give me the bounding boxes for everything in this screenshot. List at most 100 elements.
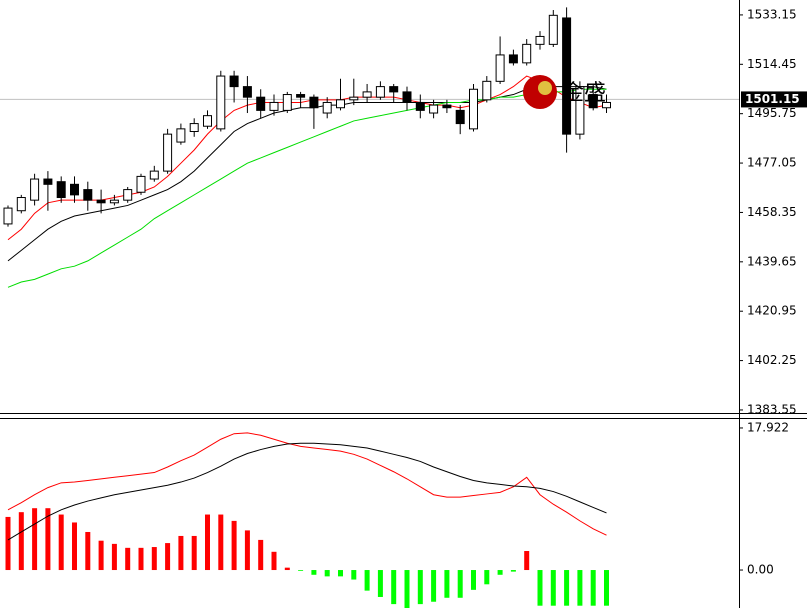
- histogram-bar: [550, 570, 556, 606]
- histogram-bar: [364, 570, 370, 591]
- histogram-bar: [417, 570, 423, 605]
- histogram-bar: [72, 522, 77, 571]
- candle-body: [242, 86, 252, 98]
- histogram-bar: [231, 520, 237, 571]
- histogram-bar: [85, 531, 91, 571]
- candle-body: [415, 101, 425, 111]
- histogram-bar: [471, 570, 476, 590]
- candle-body: [3, 207, 13, 225]
- histogram-bar: [351, 570, 357, 580]
- histogram-bar: [58, 514, 64, 571]
- histogram-bar: [191, 535, 197, 571]
- candle-body: [216, 75, 226, 130]
- candle-body: [229, 75, 239, 88]
- y-tick-label: 1495.75: [747, 106, 797, 120]
- y-tick-label: 1514.45: [747, 57, 797, 71]
- candle-body: [269, 101, 279, 111]
- candle-body: [136, 175, 146, 193]
- histogram-bar: [324, 570, 330, 577]
- candle-body: [56, 181, 66, 199]
- histogram-bar: [564, 570, 570, 606]
- histogram-bar: [311, 570, 317, 575]
- histogram-bar: [165, 543, 171, 571]
- candle-body: [429, 104, 439, 114]
- line-series: [7, 432, 607, 536]
- candle-body: [309, 96, 319, 109]
- histogram-bar: [404, 570, 410, 608]
- candle-body: [30, 178, 40, 201]
- candle-body: [336, 99, 345, 109]
- candle-body: [296, 94, 306, 98]
- histogram-bar: [604, 570, 609, 606]
- last-price-box: [741, 91, 807, 108]
- histogram-bar: [98, 540, 104, 571]
- histogram-bar: [577, 570, 583, 606]
- candle-body: [43, 178, 53, 185]
- histogram-bar: [111, 543, 117, 571]
- candle-body: [375, 86, 385, 98]
- candle-body: [16, 197, 26, 212]
- candle-body: [522, 43, 532, 64]
- candle-body: [176, 128, 186, 143]
- histogram-bar: [205, 514, 210, 571]
- y-tick-label: 1458.35: [747, 205, 797, 219]
- candle-body: [109, 199, 119, 204]
- histogram-bar: [484, 570, 490, 585]
- histogram-bar: [431, 570, 437, 602]
- histogram-bar: [32, 508, 38, 571]
- candle-body: [455, 109, 465, 125]
- candle-body: [588, 94, 598, 109]
- histogram-bar: [590, 570, 596, 606]
- candle-body: [508, 54, 518, 64]
- histogram-bar: [284, 567, 290, 571]
- histogram-bar: [5, 516, 11, 571]
- last-price-label: 1501.15: [745, 92, 800, 106]
- line-series: [7, 75, 607, 241]
- candle-body: [389, 86, 399, 93]
- candle-body: [256, 96, 266, 111]
- candle-body: [562, 17, 572, 135]
- watermark: 金盛: [562, 81, 606, 106]
- histogram-bar: [218, 514, 224, 571]
- candle-body: [282, 94, 292, 111]
- line-series: [7, 442, 607, 541]
- histogram-bar: [138, 547, 144, 571]
- y-tick-label: 1402.25: [747, 353, 797, 367]
- histogram-bar: [338, 570, 343, 577]
- y-tick-label: 0.00: [747, 563, 774, 577]
- histogram-bar: [510, 570, 516, 572]
- candle-body: [548, 14, 558, 45]
- candle-body: [123, 189, 133, 201]
- candle-body: [322, 101, 332, 114]
- histogram-bar: [178, 535, 184, 571]
- candle-body: [575, 86, 585, 135]
- histogram-bar: [524, 551, 530, 571]
- candle-body: [163, 133, 173, 172]
- watermark-logo: [538, 81, 552, 95]
- candle-body: [70, 183, 79, 196]
- line-series: [7, 86, 607, 262]
- histogram-bar: [444, 570, 450, 598]
- candle-body: [83, 189, 93, 201]
- candle-body: [442, 104, 452, 109]
- histogram-bar: [298, 570, 304, 571]
- histogram-bar: [125, 547, 131, 571]
- histogram-bar: [244, 530, 250, 571]
- y-tick-label: 1439.65: [747, 254, 797, 268]
- candle-body: [189, 123, 199, 133]
- histogram-bar: [18, 512, 24, 571]
- histogram-bar: [457, 570, 463, 598]
- candle-body: [482, 80, 492, 101]
- y-tick-label: 1420.95: [747, 304, 797, 318]
- y-tick-label: 1383.55: [747, 402, 797, 416]
- y-tick-label: 1533.15: [747, 7, 797, 21]
- candle-body: [362, 91, 372, 98]
- y-tick-label: 1477.05: [747, 156, 797, 170]
- histogram-bar: [45, 508, 51, 571]
- candle-body: [495, 54, 505, 82]
- candle-body: [535, 35, 545, 45]
- candle-body: [602, 101, 611, 109]
- candle-body: [203, 115, 212, 127]
